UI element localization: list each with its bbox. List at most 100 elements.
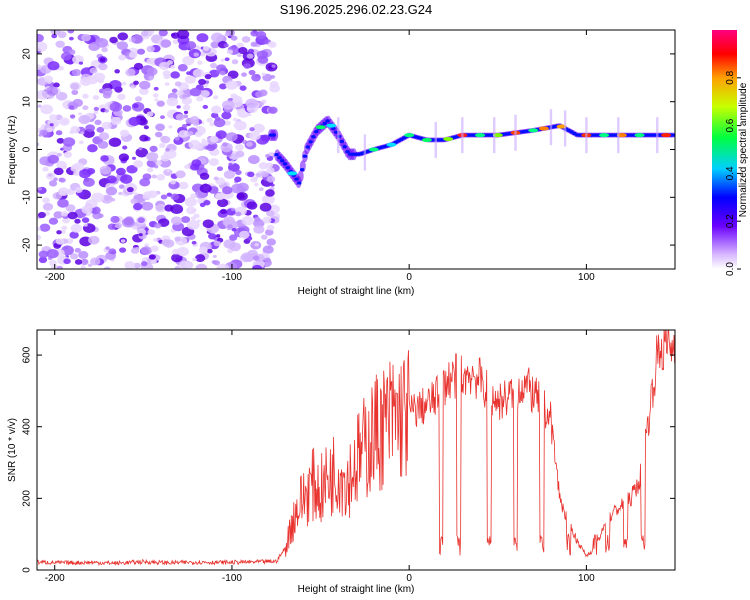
- noise-blob: [206, 248, 213, 254]
- noise-blob: [206, 117, 213, 123]
- noise-blob: [231, 59, 239, 65]
- noise-blob: [99, 165, 112, 175]
- noise-blob: [220, 58, 225, 62]
- noise-blob: [128, 116, 141, 127]
- noise-blob: [209, 122, 215, 127]
- noise-blob: [37, 104, 42, 108]
- noise-blob: [223, 43, 229, 48]
- noise-blob: [248, 155, 260, 165]
- noise-blob: [174, 236, 181, 242]
- noise-blob: [176, 30, 190, 40]
- noise-blob: [253, 176, 259, 180]
- noise-blob: [89, 67, 98, 74]
- noise-blob: [223, 120, 231, 126]
- spectrogram-x-tick-label: -100: [222, 272, 242, 283]
- noise-blob: [194, 254, 206, 263]
- noise-blob: [209, 52, 215, 56]
- noise-blob: [217, 198, 229, 208]
- noise-blob: [49, 114, 57, 121]
- noise-blob: [99, 39, 104, 43]
- noise-blob: [73, 162, 85, 171]
- spectrogram-x-label: Height of straight line (km): [298, 286, 415, 297]
- noise-blob: [148, 75, 154, 81]
- noise-blob: [111, 250, 117, 255]
- noise-blob: [184, 75, 196, 84]
- noise-blob: [68, 105, 75, 110]
- noise-blob: [160, 39, 172, 48]
- noise-blob: [223, 216, 235, 226]
- noise-blob: [230, 93, 238, 99]
- noise-blob: [190, 216, 197, 221]
- noise-blob: [53, 82, 60, 88]
- noise-blob: [251, 264, 263, 269]
- ridge-peak: [475, 133, 486, 138]
- snr-x-tick-label: -100: [222, 573, 242, 584]
- noise-blob: [118, 191, 123, 196]
- noise-blob: [55, 130, 63, 136]
- noise-blob: [150, 245, 159, 252]
- noise-blob: [146, 111, 154, 117]
- noise-blob: [247, 112, 252, 117]
- snr-y-tick-label: 400: [22, 418, 33, 435]
- noise-blob: [86, 168, 96, 175]
- noise-blob: [82, 93, 89, 99]
- noise-blob: [143, 191, 153, 199]
- noise-blob: [106, 175, 117, 184]
- ridge-peak: [634, 133, 645, 138]
- noise-blob: [126, 164, 138, 174]
- noise-blob: [215, 70, 221, 75]
- noise-blob: [152, 93, 159, 98]
- noise-blob: [156, 174, 166, 181]
- noise-blob: [212, 95, 219, 100]
- colorbar-gradient: [712, 30, 737, 269]
- noise-blob: [226, 49, 234, 55]
- noise-blob: [176, 105, 181, 109]
- snr-x-tick-label: 0: [406, 573, 412, 584]
- noise-blob: [56, 137, 65, 144]
- noise-blob: [70, 125, 81, 134]
- noise-blob: [245, 98, 259, 109]
- noise-blob: [249, 131, 261, 141]
- noise-blob: [69, 114, 76, 119]
- ridge-peak: [326, 123, 337, 128]
- noise-blob: [164, 82, 170, 86]
- ridge-core: [302, 154, 308, 158]
- noise-blob: [37, 211, 46, 219]
- noise-blob: [261, 234, 268, 240]
- noise-blob: [137, 48, 146, 55]
- noise-blob: [224, 57, 230, 62]
- noise-blob: [250, 41, 258, 47]
- noise-blob: [216, 64, 227, 73]
- noise-blob: [128, 51, 138, 59]
- ridge-core: [322, 121, 328, 125]
- noise-blob: [104, 109, 109, 113]
- noise-blob: [87, 263, 93, 267]
- noise-blob: [53, 211, 64, 219]
- noise-blob: [247, 48, 255, 54]
- noise-blob: [133, 262, 141, 269]
- noise-blob: [231, 208, 236, 212]
- noise-blob: [39, 223, 51, 232]
- ridge-halo: [297, 170, 304, 183]
- noise-blob: [42, 202, 54, 211]
- noise-blob: [255, 91, 264, 98]
- noise-blob: [195, 263, 208, 269]
- noise-blob: [114, 222, 123, 229]
- colorbar-tick-label: 0.6: [725, 118, 736, 132]
- noise-blob: [119, 129, 130, 137]
- spectrogram-y-tick-label: 10: [22, 96, 33, 108]
- noise-blob: [262, 73, 273, 82]
- spectral-streak: [585, 117, 588, 154]
- noise-blob: [174, 136, 180, 141]
- noise-blob: [228, 162, 233, 166]
- ridge-peak: [287, 171, 298, 176]
- noise-blob: [63, 258, 71, 265]
- noise-blob: [192, 68, 205, 78]
- noise-blob: [194, 131, 203, 138]
- noise-blob: [88, 42, 100, 51]
- noise-blob: [255, 172, 262, 178]
- noise-blob: [62, 165, 67, 169]
- noise-blob: [170, 64, 176, 69]
- noise-blob: [190, 193, 197, 199]
- noise-blob: [57, 31, 67, 39]
